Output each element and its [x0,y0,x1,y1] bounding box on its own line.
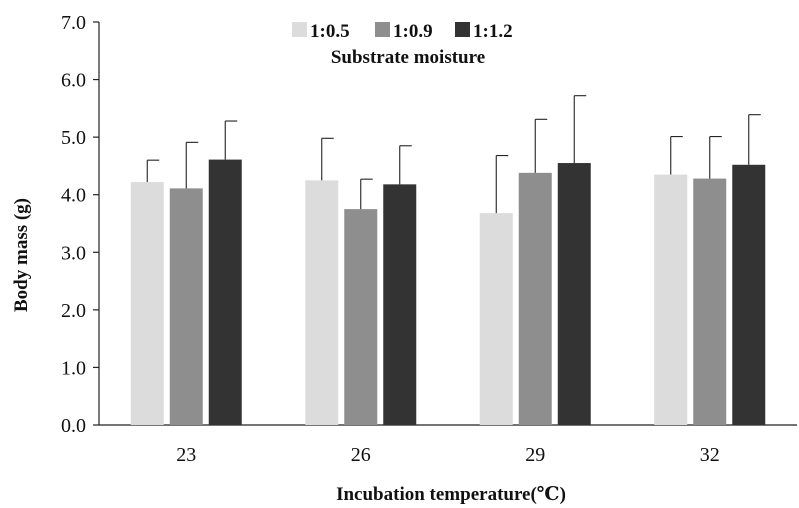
bar-series-group [130,159,766,426]
legend-swatch [455,22,470,37]
x-tick-label: 26 [351,444,371,466]
bar-1-0-9-32 [693,178,727,425]
bar-1-1-2-26 [383,184,417,425]
legend-title: Substrate moisture [331,47,485,68]
y-axis-title: Body mass (g) [11,198,32,312]
legend-label: 1:0.9 [393,21,433,42]
bar-1-0-9-29 [518,172,552,425]
legend-label: 1:0.5 [310,21,350,42]
bar-1-0-5-26 [305,180,339,425]
bar-1-0-5-23 [130,182,164,425]
bar-1-1-2-32 [732,164,766,425]
x-tick-label: 29 [525,444,545,466]
legend: 1:0.5 1:0.9 1:1.2 Substrate moisture [292,21,513,68]
y-tick-label: 7.0 [61,12,86,34]
legend-swatch [292,22,307,37]
y-tick-label: 5.0 [61,127,86,149]
bar-1-0-5-32 [654,174,688,425]
bar-1-0-9-23 [169,188,203,425]
y-tick-label: 0.0 [61,415,86,437]
y-tick-label: 4.0 [61,185,86,207]
bar-1-1-2-23 [208,159,242,426]
x-axis-title: Incubation temperature(℃) [336,484,566,505]
y-tick-label: 3.0 [61,242,86,264]
y-tick-label: 1.0 [61,357,86,379]
error-bars-group [146,95,761,214]
legend-swatch [375,22,390,37]
y-tick-label: 6.0 [61,70,86,92]
x-tick-label: 32 [700,444,720,466]
x-tick-label: 23 [176,444,196,466]
bar-1-0-9-26 [344,209,378,425]
y-axis: 0.0 1.0 2.0 3.0 4.0 5.0 6.0 7.0 [61,12,100,437]
bar-1-1-2-29 [557,163,591,426]
x-axis: 23 26 29 32 [99,424,797,466]
bar-1-0-5-29 [479,213,513,425]
y-tick-label: 2.0 [61,300,86,322]
legend-label: 1:1.2 [473,21,513,42]
